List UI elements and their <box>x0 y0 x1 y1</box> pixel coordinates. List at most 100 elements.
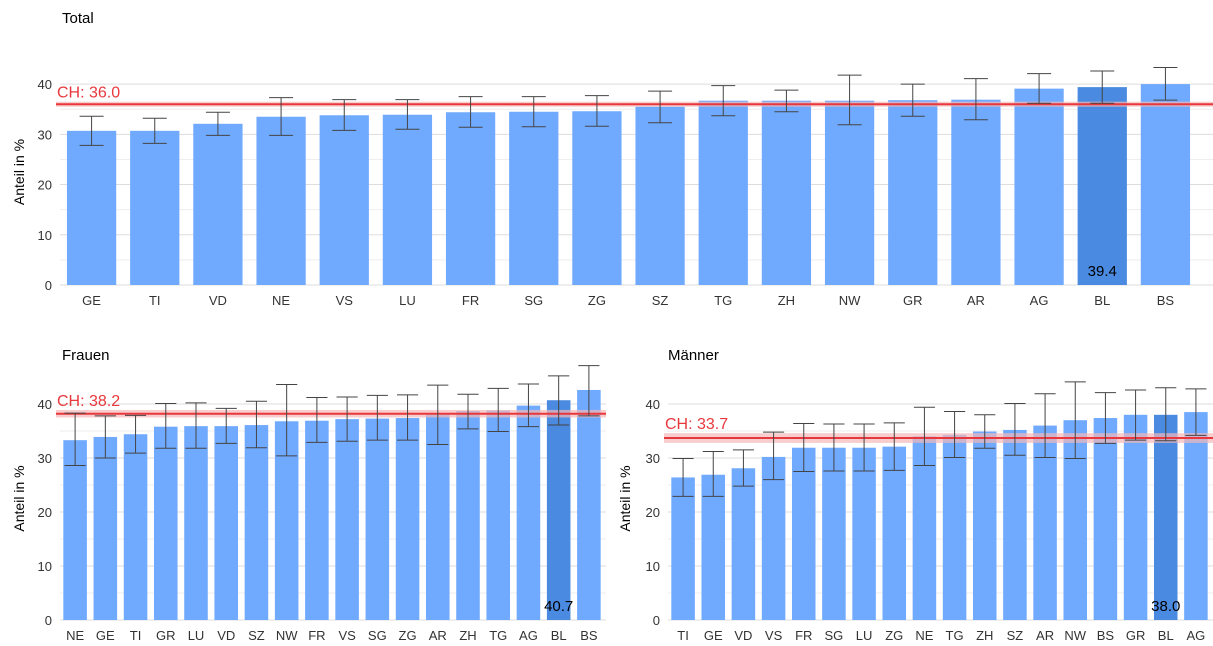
chart-title: Total <box>62 10 94 27</box>
y-tick-label: 30 <box>646 451 660 466</box>
x-tick-label: BL <box>1158 628 1174 643</box>
bar <box>972 431 997 620</box>
x-tick-label: SZ <box>248 628 265 643</box>
bar <box>942 434 967 620</box>
bar <box>546 400 571 620</box>
y-axis-label: Anteil in % <box>11 465 27 531</box>
bar <box>698 100 748 285</box>
x-tick-label: NW <box>1064 628 1086 643</box>
chart-title: Männer <box>668 347 719 364</box>
x-tick-label: BL <box>551 628 567 643</box>
x-tick-label: SG <box>825 628 844 643</box>
y-tick-label: 20 <box>38 505 52 520</box>
bar <box>1014 88 1064 286</box>
x-tick-label: AR <box>1036 628 1054 643</box>
x-tick-label: SG <box>524 293 543 308</box>
bar <box>1123 414 1148 620</box>
x-tick-label: VD <box>217 628 235 643</box>
y-tick-label: 10 <box>38 559 52 574</box>
y-tick-label: 20 <box>38 178 52 193</box>
x-tick-label: LU <box>188 628 205 643</box>
x-tick-label: ZG <box>588 293 606 308</box>
chart-panel-total: Total 0 10 20 30 40 Anteil in % CH: 36.0 GE TI VD… <box>11 10 1213 308</box>
bar <box>1153 414 1178 620</box>
bar <box>671 477 695 620</box>
bar <box>130 130 180 285</box>
reference-label: CH: 33.7 <box>665 416 728 433</box>
bar <box>184 426 208 620</box>
x-tick-label: SG <box>368 628 387 643</box>
y-axis-label: Anteil in % <box>617 465 633 531</box>
bar <box>888 100 938 285</box>
bar <box>486 410 511 620</box>
x-tick-label: NE <box>272 293 290 308</box>
y-tick-label: 0 <box>45 613 52 628</box>
x-tick-label: GE <box>82 293 101 308</box>
x-tick-label: AG <box>1030 293 1049 308</box>
bar <box>153 426 178 620</box>
bar <box>509 111 559 285</box>
x-tick-label: AR <box>429 628 447 643</box>
y-tick-label: 10 <box>38 228 52 243</box>
x-tick-label: AG <box>1187 628 1206 643</box>
y-tick-label: 40 <box>646 397 660 412</box>
bar <box>305 420 329 620</box>
bar <box>93 436 118 620</box>
x-tick-label: VS <box>338 628 356 643</box>
x-tick-label: SZ <box>1007 628 1024 643</box>
x-tick-label: NE <box>66 628 84 643</box>
x-tick-label: FR <box>462 293 479 308</box>
x-tick-label: GR <box>1126 628 1146 643</box>
bar <box>1033 425 1057 620</box>
bar <box>852 447 876 620</box>
y-tick-label: 0 <box>45 278 52 293</box>
bar <box>822 447 846 620</box>
x-tick-label: VD <box>734 628 752 643</box>
x-tick-label: GE <box>96 628 115 643</box>
chart-svg-frauen: 0 10 20 30 40 Anteil in % CH: 38.2 NE GE TI GR LU VD… <box>11 365 606 643</box>
bar <box>335 419 359 620</box>
x-tick-label: TI <box>130 628 142 643</box>
x-tick-label: NW <box>276 628 298 643</box>
y-tick-label: 30 <box>38 127 52 142</box>
x-tick-label: ZH <box>976 628 993 643</box>
x-tick-label: ZG <box>399 628 417 643</box>
bar <box>791 447 816 620</box>
x-tick-label: BL <box>1094 293 1110 308</box>
reference-label: CH: 36.0 <box>57 85 120 102</box>
x-tick-label: TG <box>946 628 964 643</box>
bar <box>951 99 1001 286</box>
bar <box>572 111 622 285</box>
bar <box>66 130 117 285</box>
x-tick-label: VS <box>336 293 354 308</box>
bar <box>123 434 148 620</box>
reference-label: CH: 38.2 <box>57 393 120 410</box>
x-tick-label: FR <box>308 628 325 643</box>
bar <box>731 468 756 620</box>
y-tick-label: 20 <box>646 505 660 520</box>
x-tick-label: ZG <box>885 628 903 643</box>
bar <box>319 115 369 285</box>
bar <box>395 418 420 620</box>
bar <box>1003 429 1027 620</box>
highlight-value-label: 40.7 <box>544 598 573 615</box>
x-tick-label: ZH <box>778 293 795 308</box>
y-tick-label: 10 <box>646 559 660 574</box>
bar <box>635 106 685 285</box>
x-tick-label: AR <box>967 293 985 308</box>
bar <box>701 474 726 620</box>
bar <box>425 414 450 620</box>
chart-panel-maenner: Männer 0 10 20 30 40 Anteil in % CH: 33.7 TI GE V… <box>606 330 1213 646</box>
bar <box>456 411 480 620</box>
x-tick-label: AG <box>519 628 538 643</box>
bar <box>1184 412 1208 620</box>
x-tick-label: TI <box>677 628 689 643</box>
y-tick-label: 40 <box>38 397 52 412</box>
x-tick-label: GR <box>156 628 176 643</box>
x-tick-label: ZH <box>459 628 476 643</box>
x-tick-label: VD <box>209 293 227 308</box>
bar <box>912 436 937 620</box>
x-tick-label: NW <box>839 293 861 308</box>
y-tick-label: 40 <box>38 77 52 92</box>
bar <box>1077 87 1127 285</box>
